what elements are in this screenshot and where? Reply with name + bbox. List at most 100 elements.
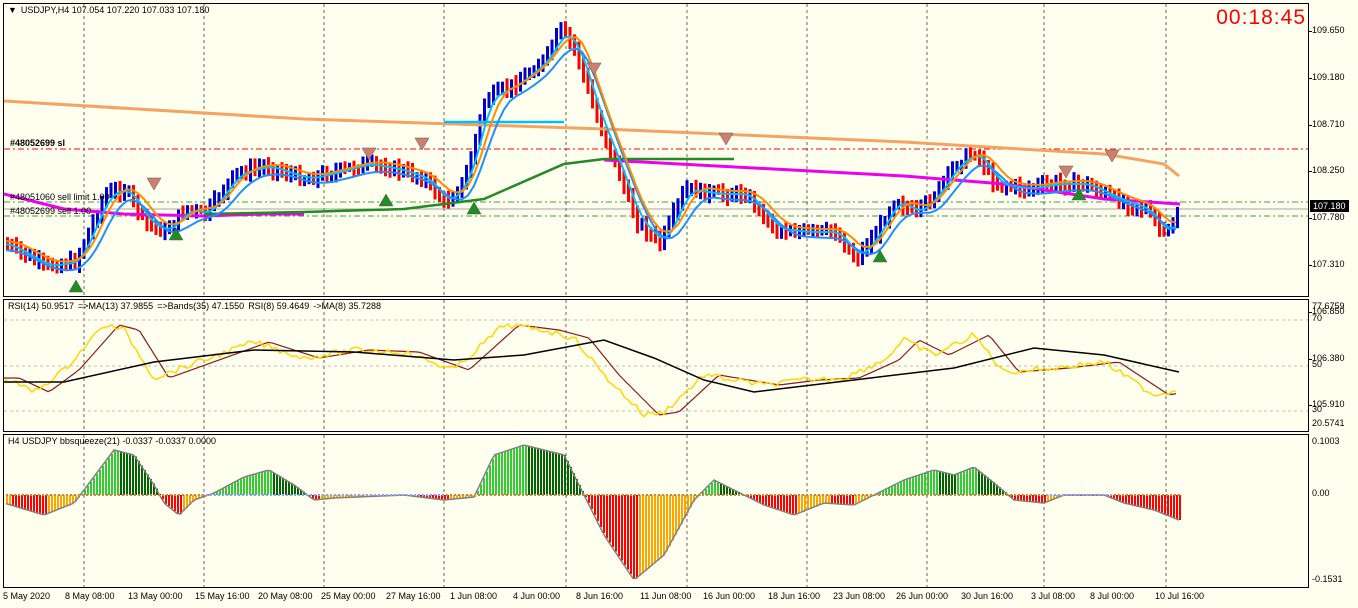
squeeze-dot: [514, 494, 516, 496]
squeeze-histogram-bar: [996, 484, 998, 495]
squeeze-histogram-bar: [810, 495, 812, 509]
squeeze-histogram-bar: [807, 495, 809, 510]
squeeze-histogram-bar: [324, 495, 326, 499]
squeeze-dot: [722, 494, 724, 496]
squeeze-dot: [154, 494, 156, 496]
candle-bar: [150, 213, 153, 232]
squeeze-dot: [22, 494, 24, 496]
price-scale-tick: [1308, 77, 1312, 79]
rsi-indicator-pane[interactable]: RSI(14) 50.9517 =>MA(13) 37.9855 =>Bands(3…: [3, 299, 1309, 432]
rsi-line: [4, 322, 1177, 418]
squeeze-dot: [958, 494, 960, 496]
bbsqueeze-indicator-pane[interactable]: H4 USDJPY bbsqueeze(21) -0.0337 -0.0337 …: [3, 434, 1309, 588]
candle-bar: [222, 184, 225, 204]
squeeze-histogram-bar: [297, 487, 299, 495]
squeeze-histogram-bar: [1014, 495, 1016, 500]
squeeze-dot: [914, 494, 916, 496]
squeeze-dot: [898, 494, 900, 496]
squeeze-histogram-bar: [957, 473, 959, 495]
squeeze-histogram-bar: [459, 495, 461, 499]
candle-bar: [519, 71, 522, 92]
squeeze-dot: [826, 494, 828, 496]
squeeze-histogram-bar: [336, 495, 338, 498]
squeeze-dot: [1026, 494, 1028, 496]
time-axis-label: 26 Jun 00:00: [896, 591, 949, 601]
squeeze-dot: [862, 494, 864, 496]
sell-order-label[interactable]: #48052699 sell 1.00: [10, 206, 92, 216]
candle-bar: [388, 162, 392, 178]
candle-bar: [811, 223, 815, 237]
squeeze-dot: [830, 494, 832, 496]
squeeze-dot: [926, 494, 928, 496]
candle-bar: [685, 180, 689, 198]
candle-bar: [942, 175, 945, 193]
squeeze-dot: [82, 494, 84, 496]
candle-bar: [307, 172, 311, 185]
squeeze-histogram-bar: [510, 449, 512, 495]
squeeze-histogram-bar: [1149, 495, 1151, 509]
squeeze-histogram-bar: [171, 495, 173, 509]
buy-arrow-icon: [872, 249, 888, 263]
candle-bar: [91, 214, 95, 240]
squeeze-histogram-bar: [576, 479, 578, 495]
candle-bar: [528, 67, 531, 81]
squeeze-dot: [770, 494, 772, 496]
time-axis-label: 1 Jun 08:00: [450, 591, 498, 601]
candle-bar: [249, 158, 252, 182]
squeeze-dot: [98, 494, 100, 496]
squeeze-histogram-bar: [717, 481, 719, 495]
squeeze-histogram-bar: [573, 473, 575, 495]
squeeze-histogram-bar: [441, 495, 443, 500]
squeeze-dot: [142, 494, 144, 496]
squeeze-histogram-bar: [765, 495, 767, 506]
price-scale[interactable]: 109.650 109.180 108.710 108.250 107.780 107.3…: [1308, 3, 1358, 409]
squeeze-dot: [842, 494, 844, 496]
squeeze-histogram-bar: [705, 489, 707, 495]
squeeze-histogram-bar: [516, 447, 518, 495]
candle-bar: [1032, 183, 1035, 197]
candle-bar: [955, 161, 959, 173]
squeeze-histogram-bar: [129, 453, 131, 495]
squeeze-histogram-bar: [468, 495, 470, 498]
candle-bar: [433, 175, 437, 200]
squeeze-dot: [62, 494, 64, 496]
bbsqueeze-scale[interactable]: 0.1003 0.00 -0.1531: [1308, 434, 1358, 586]
candle-bar: [1176, 206, 1179, 229]
squeeze-histogram-bar: [840, 495, 842, 505]
squeeze-histogram-bar: [969, 469, 971, 495]
squeeze-histogram-bar: [96, 474, 98, 495]
sell-limit-order-label[interactable]: #48051060 sell limit 1.00: [10, 192, 110, 202]
squeeze-dot: [622, 494, 624, 496]
rsi-scale[interactable]: 77.6759 70 50 30 20.5741: [1308, 299, 1358, 430]
squeeze-histogram-bar: [882, 491, 884, 495]
squeeze-histogram-bar: [561, 454, 563, 495]
candle-bar: [883, 215, 887, 227]
squeeze-histogram-bar: [495, 454, 497, 495]
time-axis-label: 5 May 2020: [3, 591, 51, 601]
sl-order-label[interactable]: #48052699 sl: [10, 138, 66, 148]
squeeze-dot: [382, 494, 384, 496]
squeeze-histogram-bar: [753, 495, 755, 500]
squeeze-dot: [714, 494, 716, 496]
candle-bar: [582, 56, 585, 83]
bbsqueeze-canvas: [5, 435, 1181, 587]
squeeze-histogram-bar: [87, 486, 89, 495]
squeeze-dot: [306, 494, 308, 496]
candle-bar: [190, 205, 194, 217]
time-axis-label: 27 May 16:00: [386, 591, 441, 601]
squeeze-dot: [118, 494, 120, 496]
candle-bar: [771, 213, 774, 234]
squeeze-histogram-bar: [1125, 495, 1127, 504]
squeeze-histogram-bar: [189, 495, 191, 505]
price-chart-pane[interactable]: ▼ USDJPY,H4 107.054 107.220 107.033 107.1…: [3, 3, 1309, 297]
candle-bar: [852, 242, 855, 263]
rsi-ma-line: [4, 324, 1177, 416]
candle-bar: [645, 215, 648, 242]
squeeze-histogram-bar: [951, 474, 953, 495]
candle-bar: [366, 153, 369, 171]
time-axis[interactable]: 5 May 2020 8 May 08:00 13 May 00:00 15 May …: [3, 588, 1307, 608]
dropdown-arrow-icon[interactable]: ▼: [8, 5, 17, 15]
squeeze-dot: [682, 494, 684, 496]
candle-bar: [523, 67, 527, 85]
squeeze-dot: [650, 494, 652, 496]
